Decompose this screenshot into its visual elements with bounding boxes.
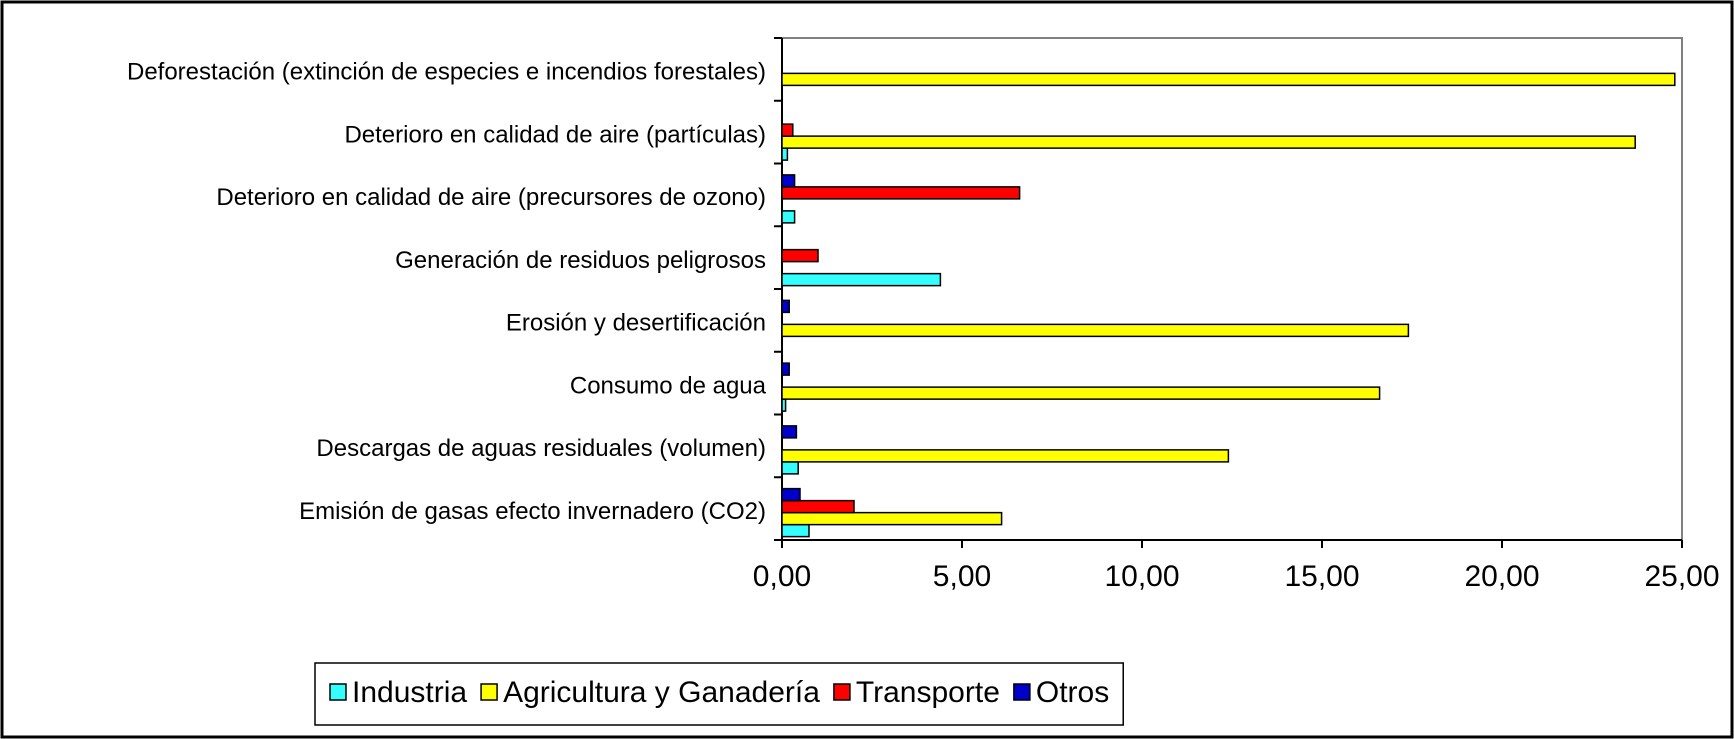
bar: [781, 398, 787, 412]
bar: [781, 186, 1021, 200]
legend-swatch: [480, 683, 498, 701]
bar: [781, 135, 1636, 149]
legend-swatch: [329, 683, 347, 701]
y-tick-label: Consumo de agua: [570, 372, 767, 399]
x-tick-label: 0,00: [753, 560, 811, 593]
x-tick-label: 5,00: [933, 560, 991, 593]
bar: [781, 499, 855, 514]
bar: [781, 449, 1230, 463]
y-tick-label: Descargas de aguas residuales (volumen): [316, 435, 766, 462]
bar: [781, 386, 1381, 400]
x-tick-label: 10,00: [1104, 560, 1179, 593]
legend-label: Transporte: [856, 676, 1000, 709]
y-tick-label: Deterioro en calidad de aire (partículas…: [344, 121, 766, 148]
bar: [781, 299, 790, 314]
bar: [781, 523, 810, 538]
y-tick-label: Erosión y desertificación: [506, 310, 766, 337]
y-tick-label: Deforestación (extinción de especies e i…: [127, 59, 766, 86]
legend-label: Agricultura y Ganadería: [503, 676, 820, 709]
bar: [781, 272, 942, 287]
bar: [781, 511, 1003, 526]
bar: [781, 487, 801, 502]
legend-box: [314, 662, 1124, 726]
legend-swatch: [833, 683, 851, 701]
x-tick-label: 15,00: [1284, 560, 1359, 593]
y-tick-label: Emisión de gasas efecto invernadero (CO2…: [299, 498, 766, 525]
bar: [781, 72, 1676, 87]
bar: [781, 123, 794, 137]
y-tick-label: Generación de residuos peligrosos: [395, 247, 766, 274]
x-tick-label: 20,00: [1464, 560, 1539, 593]
bar: [781, 323, 1410, 338]
y-tick-label: Deterioro en calidad de aire (precursore…: [216, 184, 766, 211]
bar: [781, 174, 796, 188]
legend-label: Industria: [352, 676, 467, 709]
bar: [781, 461, 799, 475]
bar: [781, 425, 798, 439]
x-tick-label: 25,00: [1644, 560, 1719, 593]
bar: [781, 362, 790, 376]
bar: [781, 147, 789, 161]
legend-swatch: [1013, 683, 1031, 701]
bar: [781, 210, 796, 224]
bar: [781, 248, 819, 263]
legend-label: Otros: [1036, 676, 1109, 709]
